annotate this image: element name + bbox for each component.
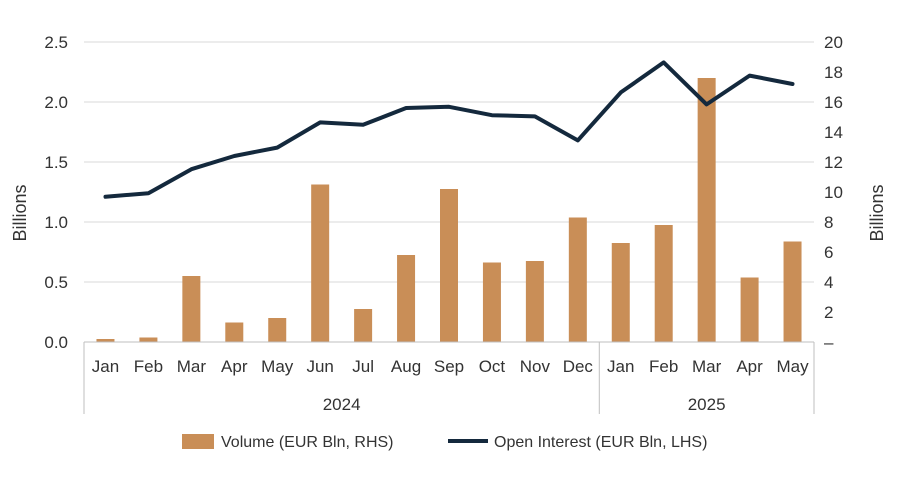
volume-bar	[96, 339, 115, 342]
right-tick-label: 12	[824, 153, 843, 172]
volume-bars	[96, 78, 802, 342]
left-axis-title: Billions	[10, 184, 30, 241]
volume-bar	[268, 318, 287, 342]
x-tick-label: Dec	[563, 357, 594, 376]
x-tick-label: Jun	[306, 357, 333, 376]
x-tick-label: Mar	[177, 357, 207, 376]
right-tick-label: –	[824, 333, 834, 352]
volume-bar	[783, 241, 802, 342]
right-tick-label: 2	[824, 303, 833, 322]
right-axis-title: Billions	[867, 184, 887, 241]
right-tick-label: 4	[824, 273, 833, 292]
left-tick-label: 2.5	[44, 33, 68, 52]
open-interest-series-line	[103, 60, 795, 199]
right-tick-label: 18	[824, 63, 843, 82]
volume-bar	[740, 277, 759, 342]
x-tick-label: May	[776, 357, 809, 376]
x-tick-label: Jan	[607, 357, 634, 376]
x-tick-label: Jan	[92, 357, 119, 376]
volume-bar	[611, 243, 630, 342]
x-tick-label: Feb	[134, 357, 163, 376]
volume-bar	[225, 322, 244, 342]
right-tick-label: 16	[824, 93, 843, 112]
x-tick-label: Oct	[479, 357, 506, 376]
volume-bar	[525, 261, 544, 342]
volume-bar	[482, 262, 501, 342]
year-group-label: 2024	[323, 395, 361, 414]
x-tick-label: Apr	[736, 357, 763, 376]
volume-bar	[354, 309, 373, 342]
right-tick-label: 10	[824, 183, 843, 202]
volume-bar	[654, 225, 673, 342]
x-tick-label: Apr	[221, 357, 248, 376]
year-group-label: 2025	[688, 395, 726, 414]
right-tick-label: 20	[824, 33, 843, 52]
x-tick-label: Nov	[520, 357, 551, 376]
left-tick-label: 1.5	[44, 153, 68, 172]
left-tick-label: 1.0	[44, 213, 68, 232]
left-tick-label: 0.5	[44, 273, 68, 292]
x-tick-label: Mar	[692, 357, 722, 376]
volume-bar	[697, 78, 716, 342]
axes: 0.0 0.5 1.0 1.5 2.0 2.5 – 2 4 6 8 10 12 14 16 18 20 Jan Fe…	[44, 33, 843, 414]
right-tick-label: 8	[824, 213, 833, 232]
gridlines	[84, 41, 814, 283]
x-tick-label: Sep	[434, 357, 464, 376]
volume-bar	[568, 217, 587, 342]
left-tick-label: 2.0	[44, 93, 68, 112]
volume-bar	[182, 276, 201, 342]
x-tick-label: Feb	[649, 357, 678, 376]
x-tick-label: Aug	[391, 357, 421, 376]
right-tick-label: 14	[824, 123, 843, 142]
legend: Volume (EUR Bln, RHS) Open Interest (EUR…	[182, 434, 707, 451]
volume-bar	[311, 184, 330, 342]
left-tick-label: 0.0	[44, 333, 68, 352]
open-interest-line	[103, 60, 795, 199]
legend-volume-label: Volume (EUR Bln, RHS)	[221, 434, 394, 451]
volume-bar	[397, 255, 416, 342]
volume-bar	[440, 189, 458, 342]
right-tick-label: 6	[824, 243, 833, 262]
volume-bar	[139, 337, 158, 342]
legend-open-interest-label: Open Interest (EUR Bln, LHS)	[494, 434, 707, 451]
x-tick-label: May	[261, 357, 294, 376]
x-tick-label: Jul	[352, 357, 374, 376]
legend-volume-swatch	[182, 434, 214, 449]
